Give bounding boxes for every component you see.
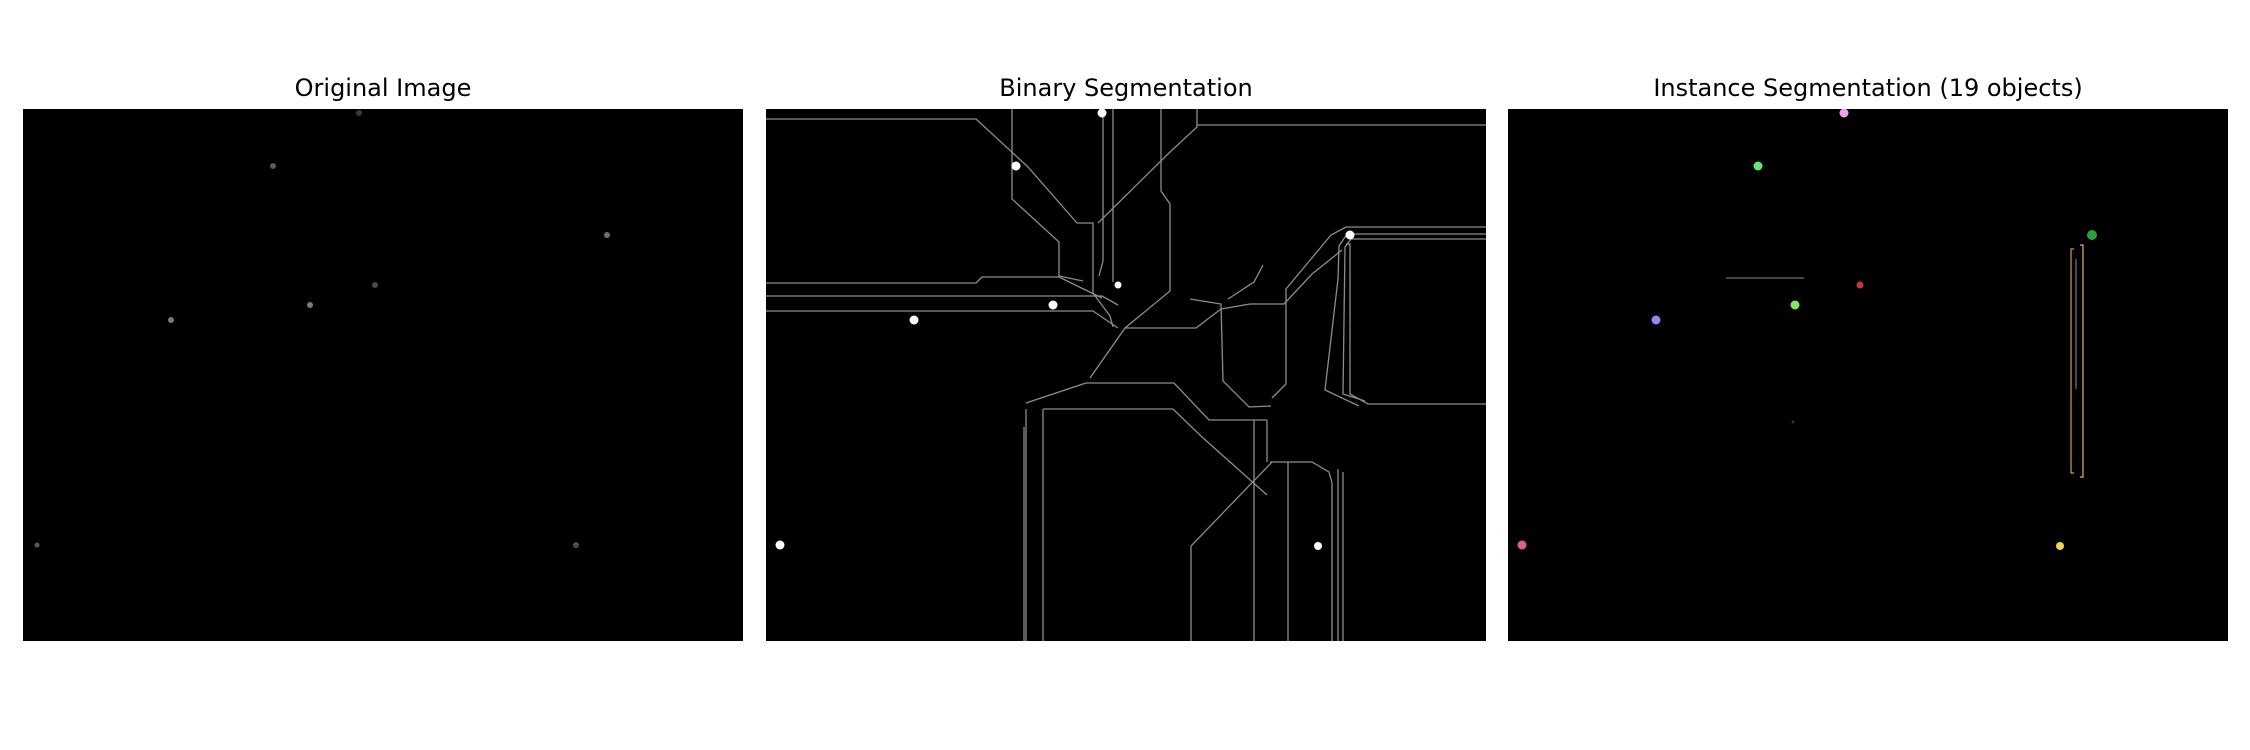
original-image — [23, 109, 743, 641]
instance-object — [1856, 281, 1864, 289]
foreground-objects — [775, 109, 1355, 550]
instance-fragment — [2080, 244, 2084, 478]
instance-fragment — [2070, 248, 2074, 474]
instance-fragment — [1791, 420, 1795, 424]
foreground-object — [1097, 109, 1107, 118]
segmentation-boundaries — [766, 109, 1486, 641]
instance-object — [1753, 161, 1763, 171]
original-spot — [168, 317, 174, 323]
instance-segmentation-image — [1508, 109, 2228, 641]
instance-fragments — [1726, 244, 2084, 478]
original-spot — [270, 163, 276, 169]
instance-object — [1517, 540, 1527, 550]
instance-object — [1839, 109, 1849, 118]
foreground-object — [1048, 300, 1058, 310]
original-image-title: Original Image — [294, 74, 472, 102]
instance-object — [1790, 300, 1800, 310]
original-image-panel: Original Image — [23, 0, 743, 750]
foreground-object — [909, 315, 919, 325]
original-spot — [356, 110, 362, 116]
instance-segmentation-panel: Instance Segmentation (19 objects) — [1508, 0, 2228, 750]
foreground-object — [1314, 542, 1322, 550]
instance-objects — [1517, 109, 2097, 550]
original-spot — [604, 232, 610, 238]
original-spot — [372, 282, 378, 288]
original-spot — [307, 302, 313, 308]
original-spot — [34, 542, 40, 548]
instance-object — [2087, 230, 2097, 240]
binary-segmentation-panel: Binary Segmentation — [766, 0, 1486, 750]
foreground-object — [1011, 161, 1021, 171]
instance-object — [2056, 542, 2064, 550]
foreground-object — [775, 540, 785, 550]
foreground-object — [1114, 281, 1122, 289]
original-spot — [573, 542, 579, 548]
binary-segmentation-image — [766, 109, 1486, 641]
binary-segmentation-title: Binary Segmentation — [999, 74, 1253, 102]
instance-segmentation-title: Instance Segmentation (19 objects) — [1653, 74, 2083, 102]
instance-object — [1651, 315, 1661, 325]
foreground-object — [1345, 230, 1355, 240]
